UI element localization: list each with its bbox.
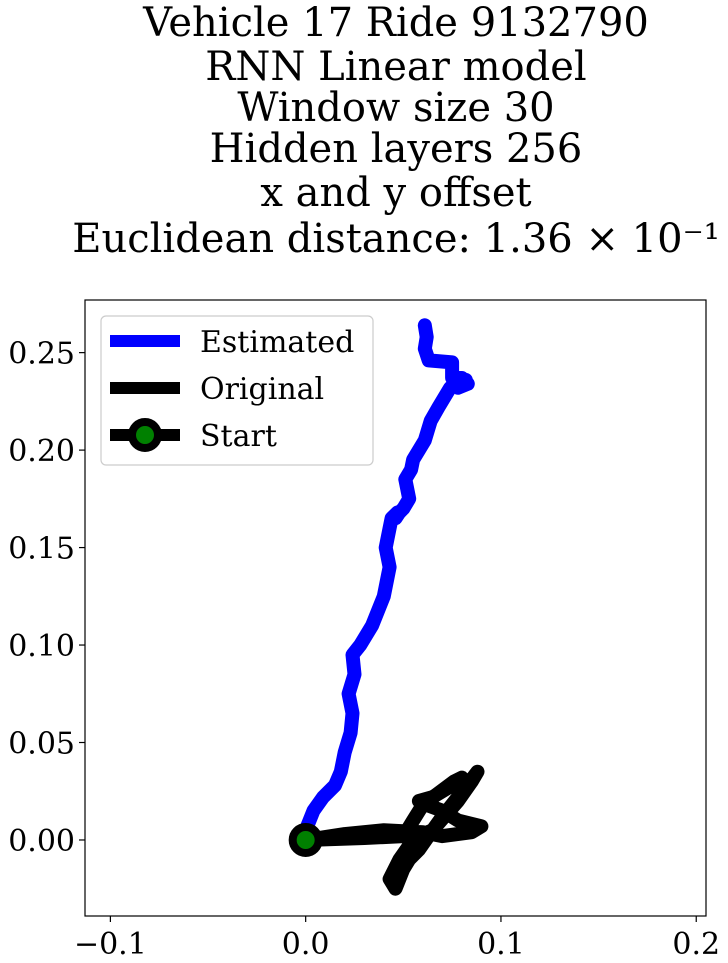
title-line: Window size 30: [237, 85, 554, 131]
legend-box: [100, 315, 374, 466]
legend-label: Original: [200, 372, 324, 407]
title-line: Vehicle 17 Ride 9132790: [142, 0, 649, 46]
series-line-original: [298, 764, 489, 896]
series-line-estimated: [298, 318, 475, 838]
x-tick-label: −0.1: [74, 927, 147, 962]
y-tick-label: 0.10: [8, 629, 75, 664]
y-tick-label: 0.20: [8, 434, 75, 469]
legend-label: Start: [200, 419, 277, 454]
y-tick-label: 0.25: [8, 337, 75, 372]
title-line: Euclidean distance: 1.36 × 10⁻¹: [72, 216, 719, 262]
title-line: RNN Linear model: [205, 44, 586, 90]
legend: Estimated Original Start: [100, 315, 374, 466]
y-tick-label: 0.05: [8, 727, 75, 762]
plot-frame: [84, 299, 707, 917]
y-tick-label: 0.00: [8, 824, 75, 859]
title-line: x and y offset: [260, 170, 531, 216]
y-tick-label: 0.15: [8, 532, 75, 567]
legend-label: Estimated: [200, 325, 354, 360]
x-tick-label: 0.1: [477, 927, 525, 962]
x-tick-label: 0.2: [672, 927, 720, 962]
series-group: [288, 318, 489, 896]
axis-ticks: −0.1 0.0 0.1 0.2 0.00 0.05 0.10 0.15 0.20 0.25: [8, 337, 720, 962]
x-tick-label: 0.0: [282, 927, 330, 962]
legend-start-marker: [128, 418, 162, 452]
title-line: Hidden layers 256: [210, 126, 583, 172]
start-marker: [288, 822, 323, 857]
